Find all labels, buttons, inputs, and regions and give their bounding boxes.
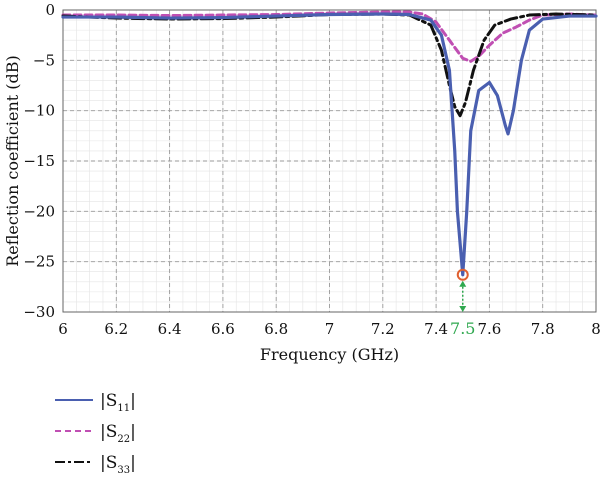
annotation-arrowhead-down [459,306,467,312]
x-tick-label: 7.8 [531,320,555,338]
y-tick-label: −20 [23,202,55,220]
legend-item: |S11| [55,391,136,414]
x-tick-label: 7 [325,320,335,338]
x-tick-label: 7.4 [424,320,448,338]
y-axis-label: Reflection coefficient (dB) [3,55,22,267]
y-axis-ticks: 0 −5 −10 −15 −20 −25 −30 [23,1,55,321]
annotation-arrowhead-up [459,280,467,287]
plot-area [62,9,597,313]
annotation-group: 7.5 [450,268,475,338]
y-tick-label: −30 [23,303,55,321]
y-tick-label: −15 [23,152,55,170]
series-group [61,10,598,277]
legend-label: |S33| [100,453,136,476]
x-tick-label: 6.2 [104,320,128,338]
legend-item: |S22| [55,422,136,445]
x-tick-label: 7.2 [371,320,395,338]
legend-label: |S11| [100,391,136,414]
series-line-s22 [61,10,598,63]
y-tick-label: 0 [45,1,55,19]
x-tick-label: 6.8 [264,320,288,338]
legend-label: |S22| [100,422,136,445]
x-tick-label: 6.4 [158,320,182,338]
annotation-label: 7.5 [450,319,475,338]
x-axis-label: Frequency (GHz) [260,345,399,364]
series-line-s11 [61,12,598,277]
legend-item: |S33| [55,453,136,476]
x-tick-label: 6 [58,320,68,338]
x-tick-label: 7.6 [477,320,501,338]
minimum-marker [456,268,469,281]
x-tick-label: 6.6 [211,320,235,338]
grid [62,9,597,313]
x-axis-ticks: 6 6.2 6.4 6.6 6.8 7 7.2 7.4 7.6 7.8 8 [58,320,600,338]
y-tick-label: −25 [23,253,55,271]
y-tick-label: −5 [33,51,55,69]
x-tick-label: 8 [591,320,600,338]
y-tick-label: −10 [23,102,55,120]
legend: |S11| |S22| |S33| [55,391,136,476]
